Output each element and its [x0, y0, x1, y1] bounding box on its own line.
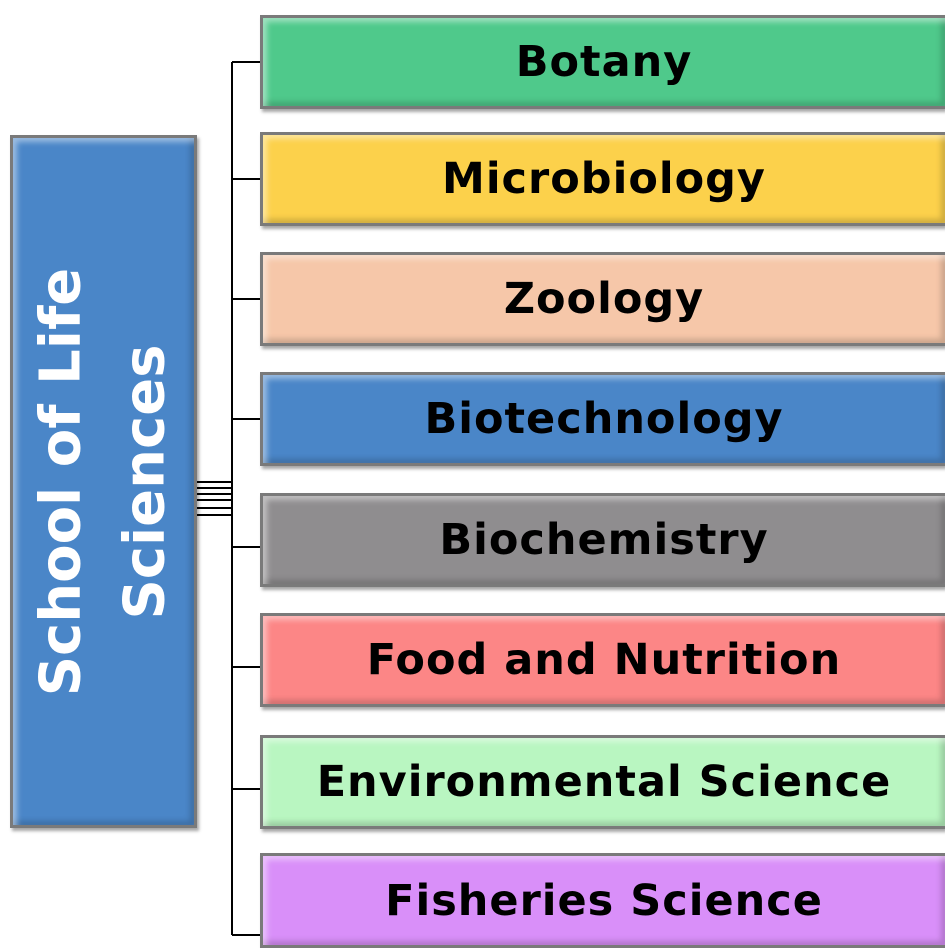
node-label: Food and Nutrition — [366, 635, 842, 685]
node-label: Microbiology — [442, 154, 766, 204]
node-box: Microbiology — [260, 132, 945, 226]
node-box: Food and Nutrition — [260, 613, 945, 707]
root-line: Sciences — [112, 343, 178, 620]
node-box: Botany — [260, 15, 945, 109]
node-label: Fisheries Science — [385, 875, 823, 926]
node-label: Biotechnology — [424, 394, 784, 444]
node-box: Zoology — [260, 252, 945, 346]
root-label: School of Life Sciences — [20, 267, 188, 696]
node-box: Fisheries Science — [260, 853, 945, 948]
node-label: Botany — [515, 37, 693, 87]
node-box: Biochemistry — [260, 493, 945, 587]
node-box: Environmental Science — [260, 735, 945, 829]
root-line: School of Life — [28, 267, 94, 696]
node-label: Zoology — [503, 274, 705, 324]
node-label: Environmental Science — [316, 757, 892, 807]
node-box: Biotechnology — [260, 372, 945, 466]
root-box: School of Life Sciences — [10, 135, 197, 828]
node-label: Biochemistry — [439, 515, 769, 565]
